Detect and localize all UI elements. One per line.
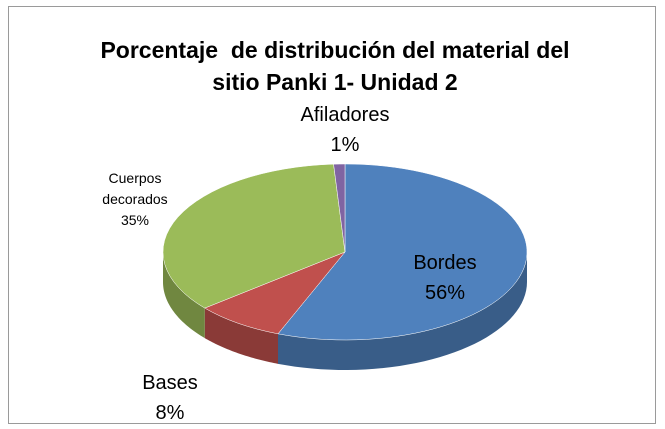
slice-value: 8% xyxy=(155,402,185,424)
data-label: Afiladores 1% xyxy=(300,100,390,160)
slice-name: Bases xyxy=(142,372,198,394)
slice-name: Afiladores xyxy=(300,104,390,126)
pie-slice xyxy=(204,251,346,335)
slice-value: 35% xyxy=(120,212,150,228)
pie-slice xyxy=(277,163,528,341)
pie-side xyxy=(204,308,279,364)
slice-value: 56% xyxy=(424,282,466,304)
data-label: Cuerpos decorados 35% xyxy=(95,168,175,231)
slice-name: Cuerpos decorados xyxy=(102,170,168,207)
slice-name: Bordes xyxy=(413,252,477,274)
slice-value: 1% xyxy=(330,134,360,156)
pie-side xyxy=(163,252,205,339)
data-label: Bases 8% xyxy=(130,368,210,428)
data-label: Bordes 56% xyxy=(405,248,485,308)
pie-slice xyxy=(162,163,346,309)
pie-side xyxy=(278,252,527,370)
chart-title: Porcentaje de distribución del material … xyxy=(100,37,576,95)
chart-frame xyxy=(8,6,656,424)
pie-slice xyxy=(333,163,346,253)
